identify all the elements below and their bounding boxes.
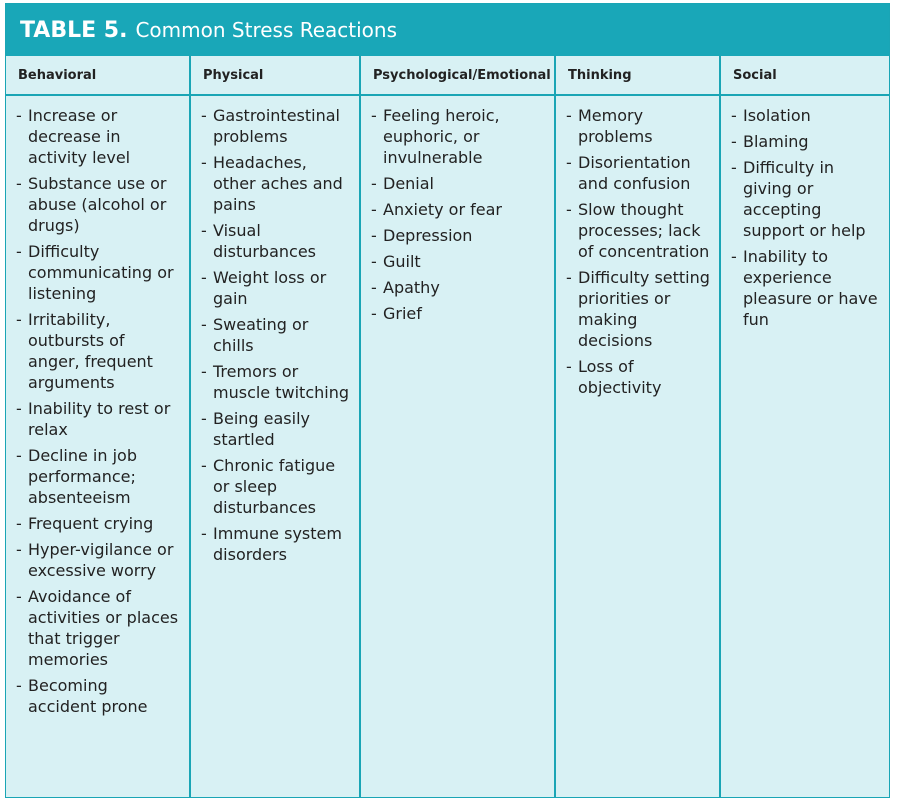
table: BehavioralIncrease or decrease in activi… (6, 56, 889, 797)
column: Psychological/Emotional Feeling heroic, e… (361, 56, 556, 797)
item-list: Gastrointestinal problems Headaches, othe… (191, 96, 359, 570)
list-item: Visual disturbances (201, 220, 351, 262)
list-item: Avoidance of activities or places that t… (16, 586, 181, 670)
item-list: Isolation Blaming Difficulty in giving or … (721, 96, 889, 335)
list-item: Substance use or abuse (alcohol or drugs… (16, 173, 181, 236)
list-item: Irritability, outbursts of anger, freque… (16, 309, 181, 393)
list-item: Hyper-vigilance or excessive worry (16, 539, 181, 581)
list-item: Depression (371, 225, 546, 246)
list-item: Immune system disorders (201, 523, 351, 565)
column: Physical Gastrointestinal problems Headach… (191, 56, 361, 797)
list-item: Weight loss or gain (201, 267, 351, 309)
list-item: Increase or decrease in activity level (16, 105, 181, 168)
list-item: Isolation (731, 105, 881, 126)
list-item: Chronic fatigue or sleep disturbances (201, 455, 351, 518)
list-item: Decline in job performance; absenteeism (16, 445, 181, 508)
column: BehavioralIncrease or decrease in activi… (6, 56, 191, 797)
item-list: Feeling heroic, euphoric, or invulnerabl… (361, 96, 554, 329)
list-item: Difficulty setting priorities or making … (566, 267, 711, 351)
list-item: Becoming accident prone (16, 675, 181, 717)
list-item: Sweating or chills (201, 314, 351, 356)
list-item: Slow thought processes; lack of concentr… (566, 199, 711, 262)
list-item: Loss of objectivity (566, 356, 711, 398)
list-item: Gastrointestinal problems (201, 105, 351, 147)
list-item: Blaming (731, 131, 881, 152)
list-item: Inability to experience pleasure or have… (731, 246, 881, 330)
table-card: TABLE 5. Common Stress Reactions Behavio… (5, 3, 890, 798)
column: Social Isolation Blaming Difficulty in givi… (721, 56, 889, 797)
list-item: Anxiety or fear (371, 199, 546, 220)
column-heading: Thinking (556, 56, 719, 96)
list-item: Tremors or muscle twitching (201, 361, 351, 403)
list-item: Apathy (371, 277, 546, 298)
list-item: Frequent crying (16, 513, 181, 534)
list-item: Disorientation and confusion (566, 152, 711, 194)
table-title: Common Stress Reactions (135, 18, 398, 42)
list-item: Inability to rest or relax (16, 398, 181, 440)
column: Thinking Memory problems Disorientation an… (556, 56, 721, 797)
list-item: Difficulty communicating or listening (16, 241, 181, 304)
item-list: Increase or decrease in activity levelSu… (6, 96, 189, 722)
table-label: TABLE 5. (20, 17, 128, 43)
list-item: Headaches, other aches and pains (201, 152, 351, 215)
item-list: Memory problems Disorientation and confus… (556, 96, 719, 403)
list-item: Denial (371, 173, 546, 194)
list-item: Memory problems (566, 105, 711, 147)
list-item: Grief (371, 303, 546, 324)
list-item: Being easily startled (201, 408, 351, 450)
column-heading: Behavioral (6, 56, 189, 96)
list-item: Guilt (371, 251, 546, 272)
list-item: Feeling heroic, euphoric, or invulnerabl… (371, 105, 546, 168)
title-bar: TABLE 5. Common Stress Reactions (6, 4, 889, 56)
column-heading: Psychological/Emotional (361, 56, 554, 96)
column-heading: Social (721, 56, 889, 96)
column-heading: Physical (191, 56, 359, 96)
list-item: Difficulty in giving or accepting suppor… (731, 157, 881, 241)
